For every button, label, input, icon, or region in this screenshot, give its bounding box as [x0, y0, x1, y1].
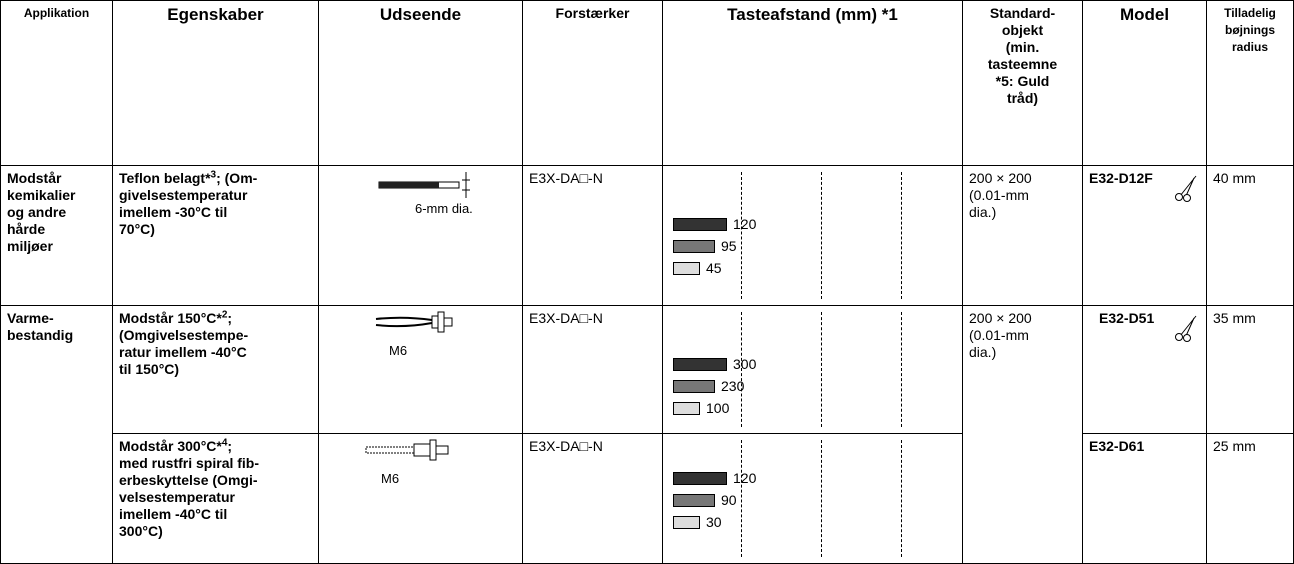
features-cell: Modstår 300°C*4; med rustfri spiral fib-… [112, 433, 319, 564]
header-cell: Tasteafstand (mm) *1 [662, 0, 963, 166]
distance-bar [673, 262, 700, 275]
dashed-guide [821, 440, 822, 557]
header-cell: Tilladelig bøjnings radius [1206, 0, 1294, 166]
features-text: Modstår 300°C* [119, 438, 222, 454]
distance-cell: 120 90 30 [662, 433, 963, 564]
header-row: Applikation Egenskaber Udseende Forstærk… [0, 0, 1294, 166]
radius-cell: 40 mm [1206, 165, 1294, 306]
distance-label: 30 [706, 514, 722, 530]
features-text: ; med rustfri spiral fib- erbeskyttelse … [119, 438, 260, 539]
distance-label: 120 [733, 470, 757, 486]
footnote-ref: 2 [221, 309, 228, 321]
dashed-guide [741, 172, 742, 299]
distance-cell: 300 230 100 [662, 305, 963, 434]
header-cell: Standard- objekt (min. tasteemne *5: Gul… [962, 0, 1083, 166]
features-cell: Teflon belagt*3; (Om- givelsestemperatur… [112, 165, 319, 306]
distance-bar [673, 494, 715, 507]
appearance-cell: 6-mm dia. [318, 165, 523, 306]
amplifier-cell: E3X-DA□-N [522, 165, 663, 306]
distance-label: 90 [721, 492, 737, 508]
header-cell: Egenskaber [112, 0, 319, 166]
footnote-ref: 3 [210, 169, 217, 181]
model-cell: E32-D51 [1082, 305, 1207, 434]
header-cell: Forstærker [522, 0, 663, 166]
model-cell: E32-D12F [1082, 165, 1207, 306]
appearance-label: M6 [381, 471, 400, 486]
model-name: E32-D12F [1089, 170, 1153, 186]
table-row: Varme- bestandig Modstår 150°C*2; (Omgive… [0, 305, 1294, 564]
appearance-label: M6 [389, 343, 408, 358]
distance-label: 95 [721, 238, 737, 254]
standard-object-cell: 200 × 200 (0.01-mm dia.) [962, 305, 1083, 564]
dashed-guide [821, 312, 822, 427]
distance-bar [673, 380, 715, 393]
distance-bar [673, 472, 727, 485]
radius-cell: 35 mm [1206, 305, 1294, 434]
features-text: ; (Om- givelsestemperatur imellem -30°C … [119, 170, 258, 237]
distance-bar [673, 516, 700, 529]
header-cell: Model [1082, 0, 1207, 166]
distance-bar [673, 240, 715, 253]
header-cell: Applikation [0, 0, 113, 166]
table-row: Modstår 300°C*4; med rustfri spiral fib-… [1, 433, 1294, 564]
model-cell: E32-D61 [1082, 433, 1207, 564]
appearance-cell: M6 [318, 305, 523, 434]
distance-label: 230 [721, 378, 745, 394]
model-name: E32-D61 [1089, 438, 1145, 454]
distance-bar [673, 358, 727, 371]
dashed-guide [901, 172, 902, 299]
table-row: Modstår kemikalier og andre hårde miljøe… [0, 165, 1294, 306]
distance-label: 300 [733, 356, 757, 372]
distance-bar [673, 402, 700, 415]
distance-cell: 120 95 45 [662, 165, 963, 306]
distance-label: 100 [706, 400, 730, 416]
dashed-guide [741, 440, 742, 557]
features-text: ; (Omgivelsestempe- ratur imellem -40°C … [119, 310, 249, 377]
application-cell: Varme- bestandig [0, 305, 113, 564]
appearance-cell: M6 [318, 433, 523, 564]
distance-label: 45 [706, 260, 722, 276]
radius-cell: 25 mm [1206, 433, 1294, 564]
features-text: Teflon belagt* [119, 170, 211, 186]
amplifier-cell: E3X-DA□-N [522, 433, 663, 564]
dashed-guide [901, 312, 902, 427]
application-cell: Modstår kemikalier og andre hårde miljøe… [0, 165, 113, 306]
dashed-guide [901, 440, 902, 557]
features-cell: Modstår 150°C*2; (Omgivelsestempe- ratur… [112, 305, 319, 434]
features-text: Modstår 150°C* [119, 310, 222, 326]
standard-object-cell: 200 × 200 (0.01-mm dia.) [962, 165, 1083, 306]
cut-icon [1175, 175, 1197, 202]
distance-label: 120 [733, 216, 757, 232]
header-cell: Udseende [318, 0, 523, 166]
model-name: E32-D51 [1099, 310, 1155, 326]
dashed-guide [741, 312, 742, 427]
amplifier-cell: E3X-DA□-N [522, 305, 663, 434]
appearance-label: 6-mm dia. [415, 201, 473, 216]
dashed-guide [821, 172, 822, 299]
footnote-ref: 4 [221, 437, 228, 449]
cut-icon [1175, 315, 1197, 342]
distance-bar [673, 218, 727, 231]
